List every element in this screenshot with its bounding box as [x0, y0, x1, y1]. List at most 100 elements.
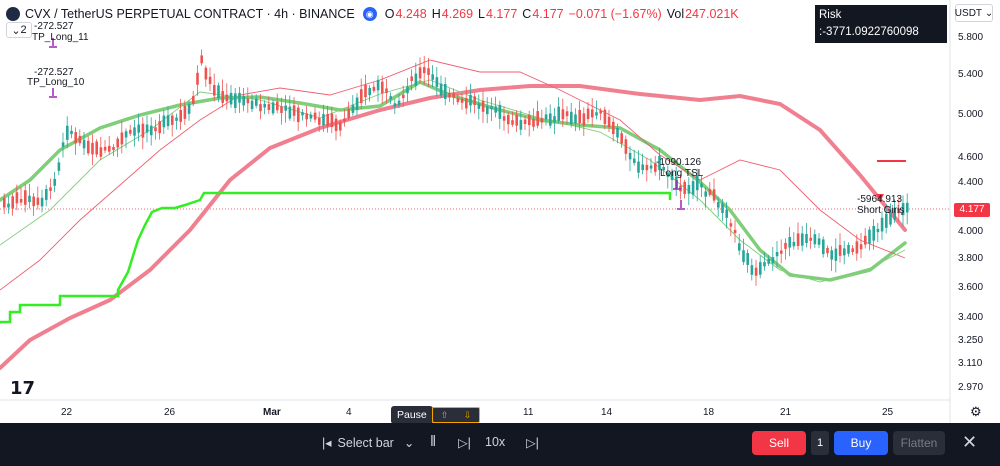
candle-body: [246, 98, 250, 104]
candle-body: [822, 239, 825, 255]
candle-body: [95, 141, 98, 155]
price-tick: 4.600: [958, 152, 984, 163]
candle-body: [763, 262, 766, 267]
time-tick: 22: [61, 407, 73, 418]
candle-body: [129, 129, 132, 134]
candle-body: [322, 114, 325, 126]
candle-body: [200, 55, 203, 64]
candle-body: [712, 189, 716, 201]
sell-button[interactable]: Sell: [752, 431, 806, 455]
candle-body: [259, 104, 262, 112]
candle-body: [284, 105, 287, 111]
candle-body: [393, 103, 397, 107]
price-tick: 5.400: [958, 69, 984, 80]
candle-body: [532, 118, 535, 127]
candle-body: [158, 121, 161, 134]
candle-body: [465, 98, 468, 109]
candle-body: [355, 97, 359, 111]
candle-body: [7, 203, 10, 208]
chevron-down-icon: ⌄: [11, 24, 21, 37]
candle-body: [670, 171, 674, 180]
candle-body: [843, 248, 846, 256]
time-tick: 25: [882, 407, 894, 418]
candle-body: [347, 109, 350, 119]
candle-body: [439, 83, 443, 96]
candle-body: [435, 77, 439, 87]
candle-body: [192, 96, 195, 104]
long-tsl-value: -1090.126: [656, 157, 702, 168]
price-tick: 3.250: [958, 335, 984, 346]
candle-body: [498, 104, 502, 119]
candle-body: [49, 187, 52, 191]
current-price-tag: 4.177: [954, 203, 990, 217]
candle-body: [82, 139, 86, 149]
candle-body: [486, 106, 489, 115]
currency-button[interactable]: USDT ⌄: [955, 4, 993, 22]
candle-body: [759, 262, 762, 275]
price-chart[interactable]: [0, 0, 1000, 423]
candle-body: [616, 127, 619, 138]
price-tick: 3.110: [958, 358, 983, 369]
candle-body: [889, 212, 892, 225]
time-tick: 14: [601, 407, 613, 418]
pause-button[interactable]: ‖: [430, 433, 437, 450]
candle-body: [792, 241, 796, 247]
select-bar-button[interactable]: |◂ Select bar ⌄: [322, 435, 414, 451]
candle-body: [271, 102, 275, 114]
indicators-collapse-button[interactable]: ⌄ 2: [6, 22, 32, 38]
candle-body: [851, 248, 854, 252]
candle-body: [406, 86, 409, 94]
candle-body: [553, 116, 556, 123]
candle-body: [637, 161, 640, 173]
price-tick: 2.970: [958, 382, 984, 393]
buy-button[interactable]: Buy: [834, 431, 888, 455]
candle-body: [423, 67, 426, 74]
indicator-count: 2: [20, 24, 27, 36]
candle-body: [549, 113, 552, 126]
symbol-title[interactable]: CVX / TetherUS PERPETUAL CONTRACT · 4h ·…: [25, 7, 355, 21]
candle-body: [666, 172, 670, 177]
select-bar-label: Select bar: [337, 435, 394, 450]
candle-body: [859, 244, 863, 250]
candle-body: [36, 197, 40, 205]
flatten-button[interactable]: Flatten: [893, 431, 945, 455]
tp10-value: -272.527: [34, 67, 74, 78]
candle-body: [267, 104, 271, 110]
time-tick: Mar: [263, 407, 281, 418]
step-forward-icon[interactable]: ▷|: [458, 436, 471, 450]
candle-body: [187, 104, 191, 114]
tradingview-logo[interactable]: 17: [10, 378, 36, 399]
replay-speed-indicator: ⇧ ⇩: [432, 407, 480, 423]
candle-body: [24, 190, 27, 205]
risk-panel: Risk :-3771.0922760098 TSL :4.5692124524: [815, 5, 947, 55]
candle-body: [624, 139, 628, 154]
candle-body: [654, 163, 657, 172]
candle-body: [708, 189, 712, 195]
candle-body: [595, 112, 598, 116]
eye-icon[interactable]: ◉: [362, 7, 377, 21]
low-value: 4.177: [486, 7, 518, 21]
candle-body: [809, 237, 812, 241]
gear-icon[interactable]: ⚙: [970, 404, 982, 419]
candle-body: [330, 113, 334, 127]
candle-body: [385, 88, 388, 94]
high-value: 4.269: [441, 7, 474, 21]
candle-body: [376, 79, 380, 91]
candle-body: [620, 133, 623, 144]
candle-body: [767, 258, 770, 264]
candle-body: [280, 106, 283, 113]
candle-body: [830, 250, 833, 260]
time-tick: 11: [523, 407, 534, 418]
candle-body: [234, 93, 237, 108]
candle-body: [775, 251, 779, 257]
time-tick: 21: [780, 407, 792, 418]
candle-body: [11, 196, 14, 209]
candle-body: [855, 241, 859, 254]
candle-body: [414, 73, 418, 86]
speed-button[interactable]: 10x: [485, 435, 506, 449]
close-icon[interactable]: ✕: [962, 432, 978, 452]
candle-body: [19, 198, 23, 203]
candle-body: [74, 132, 77, 144]
jump-to-realtime-icon[interactable]: ▷|: [526, 436, 539, 450]
quantity-field[interactable]: 1: [811, 431, 829, 455]
